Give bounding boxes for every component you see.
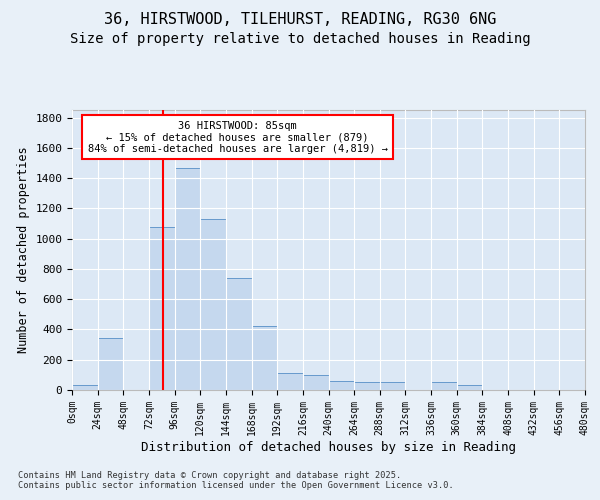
Text: Size of property relative to detached houses in Reading: Size of property relative to detached ho… [70, 32, 530, 46]
Bar [72, 386, 98, 390]
Bar [354, 382, 380, 390]
X-axis label: Distribution of detached houses by size in Reading: Distribution of detached houses by size … [141, 440, 516, 454]
Bar [303, 375, 329, 390]
Bar [98, 338, 124, 390]
Bar [251, 326, 277, 390]
Text: 36 HIRSTWOOD: 85sqm
← 15% of detached houses are smaller (879)
84% of semi-detac: 36 HIRSTWOOD: 85sqm ← 15% of detached ho… [88, 120, 388, 154]
Bar [149, 226, 175, 390]
Text: 36, HIRSTWOOD, TILEHURST, READING, RG30 6NG: 36, HIRSTWOOD, TILEHURST, READING, RG30 … [104, 12, 496, 28]
Bar [329, 381, 354, 390]
Y-axis label: Number of detached properties: Number of detached properties [17, 146, 30, 354]
Bar [457, 386, 482, 390]
Bar [380, 382, 406, 390]
Bar [277, 374, 303, 390]
Bar [226, 278, 251, 390]
Bar [200, 219, 226, 390]
Bar [431, 382, 457, 390]
Bar [175, 168, 200, 390]
Text: Contains HM Land Registry data © Crown copyright and database right 2025.
Contai: Contains HM Land Registry data © Crown c… [18, 470, 454, 490]
